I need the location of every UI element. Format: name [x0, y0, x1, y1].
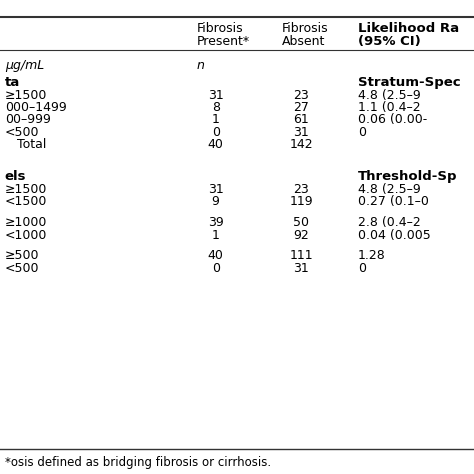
Text: 31: 31: [208, 89, 224, 102]
Text: 1.28: 1.28: [358, 249, 386, 263]
Text: 0: 0: [212, 262, 219, 275]
Text: μg/mL: μg/mL: [5, 59, 44, 72]
Text: <500: <500: [5, 262, 39, 275]
Text: ≥500: ≥500: [5, 249, 39, 263]
Text: 92: 92: [293, 228, 309, 242]
Text: 1.1 (0.4–2: 1.1 (0.4–2: [358, 101, 420, 114]
Text: 1: 1: [212, 113, 219, 127]
Text: ≥1500: ≥1500: [5, 89, 47, 102]
Text: 0.04 (0.005: 0.04 (0.005: [358, 228, 430, 242]
Text: 50: 50: [293, 216, 309, 229]
Text: 23: 23: [293, 183, 309, 196]
Text: 000–1499: 000–1499: [5, 101, 66, 114]
Text: Total: Total: [5, 138, 46, 151]
Text: 39: 39: [208, 216, 224, 229]
Text: n: n: [197, 59, 205, 72]
Text: 111: 111: [289, 249, 313, 263]
Text: 0.06 (0.00-: 0.06 (0.00-: [358, 113, 427, 127]
Text: Present*: Present*: [197, 35, 250, 48]
Text: Fibrosis: Fibrosis: [197, 22, 243, 35]
Text: Absent: Absent: [282, 35, 326, 48]
Text: 119: 119: [289, 195, 313, 209]
Text: els: els: [5, 170, 26, 183]
Text: ta: ta: [5, 76, 20, 89]
Text: 2.8 (0.4–2: 2.8 (0.4–2: [358, 216, 420, 229]
Text: 0: 0: [358, 262, 366, 275]
Text: 1: 1: [212, 228, 219, 242]
Text: Stratum-Spec: Stratum-Spec: [358, 76, 461, 89]
Text: 31: 31: [293, 126, 309, 139]
Text: 9: 9: [212, 195, 219, 209]
Text: 4.8 (2.5–9: 4.8 (2.5–9: [358, 183, 420, 196]
Text: <1000: <1000: [5, 228, 47, 242]
Text: 142: 142: [289, 138, 313, 151]
Text: 0: 0: [358, 126, 366, 139]
Text: Likelihood Ra: Likelihood Ra: [358, 22, 459, 35]
Text: 31: 31: [208, 183, 224, 196]
Text: Fibrosis: Fibrosis: [282, 22, 328, 35]
Text: 27: 27: [293, 101, 309, 114]
Text: 4.8 (2.5–9: 4.8 (2.5–9: [358, 89, 420, 102]
Text: 40: 40: [208, 138, 224, 151]
Text: 31: 31: [293, 262, 309, 275]
Text: 0: 0: [212, 126, 219, 139]
Text: 40: 40: [208, 249, 224, 263]
Text: 00–999: 00–999: [5, 113, 51, 127]
Text: 8: 8: [212, 101, 219, 114]
Text: 0.27 (0.1–0: 0.27 (0.1–0: [358, 195, 429, 209]
Text: ≥1500: ≥1500: [5, 183, 47, 196]
Text: (95% CI): (95% CI): [358, 35, 420, 48]
Text: Threshold-Sp: Threshold-Sp: [358, 170, 457, 183]
Text: *osis defined as bridging fibrosis or cirrhosis.: *osis defined as bridging fibrosis or ci…: [5, 456, 271, 469]
Text: 23: 23: [293, 89, 309, 102]
Text: 61: 61: [293, 113, 309, 127]
Text: ≥1000: ≥1000: [5, 216, 47, 229]
Text: <1500: <1500: [5, 195, 47, 209]
Text: <500: <500: [5, 126, 39, 139]
